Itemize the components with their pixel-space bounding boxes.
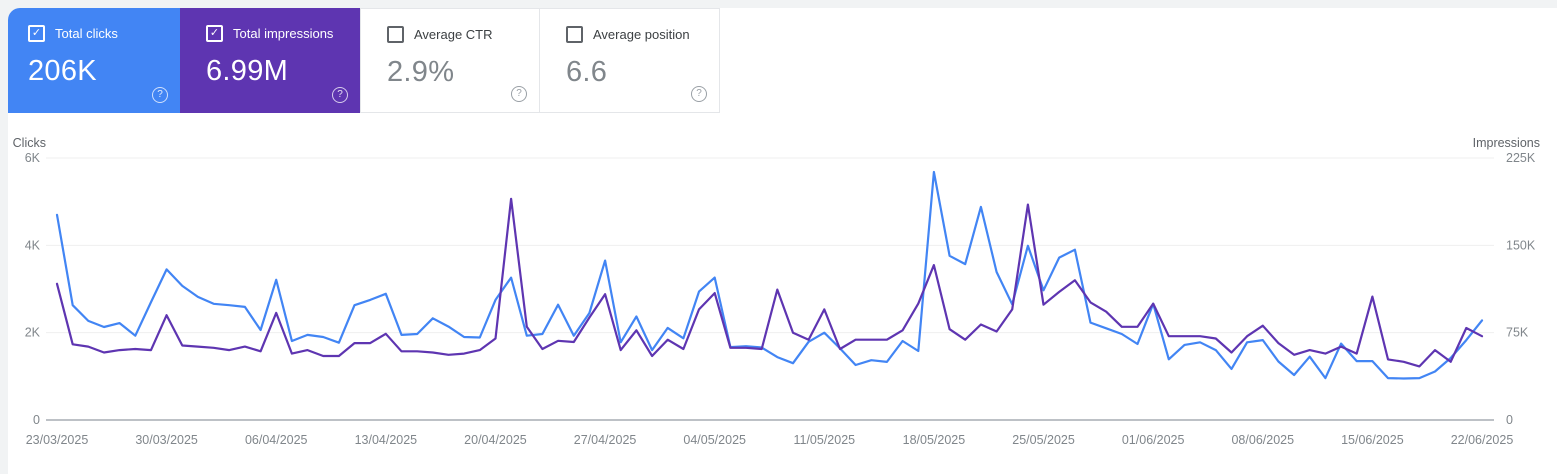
- help-icon[interactable]: ?: [332, 87, 348, 103]
- clicks-line: [55, 170, 1484, 380]
- total-impressions-checkbox[interactable]: [206, 25, 223, 42]
- x-axis-label: 15/06/2025: [1341, 433, 1404, 447]
- metric-value: 6.99M: [206, 55, 289, 87]
- card-header: Total clicks: [28, 25, 180, 42]
- card-header: Average CTR: [387, 26, 539, 43]
- metric-card-total-impressions[interactable]: Total impressions 6.99M ?: [180, 8, 360, 113]
- average-position-checkbox[interactable]: [566, 26, 583, 43]
- x-axis-label: 22/06/2025: [1451, 433, 1514, 447]
- metric-value: 6.6: [566, 56, 608, 88]
- x-axis-label: 06/04/2025: [245, 433, 308, 447]
- impressions-axis-tick: 225K: [1506, 151, 1536, 165]
- clicks-axis-tick: 4K: [25, 238, 41, 252]
- x-axis-label: 18/05/2025: [903, 433, 966, 447]
- metric-value: 2.9%: [387, 56, 455, 88]
- x-axis-label: 13/04/2025: [355, 433, 418, 447]
- average-ctr-checkbox[interactable]: [387, 26, 404, 43]
- x-axis-label: 23/03/2025: [26, 433, 89, 447]
- x-axis-label: 08/06/2025: [1231, 433, 1294, 447]
- x-axis-label: 25/05/2025: [1012, 433, 1075, 447]
- impressions-axis-title: Impressions: [1472, 136, 1540, 150]
- metric-value: 206K: [28, 55, 97, 87]
- metric-card-average-ctr[interactable]: Average CTR 2.9% ?: [360, 8, 540, 113]
- x-axis-label: 11/05/2025: [793, 433, 855, 447]
- clicks-axis-tick: 0: [33, 413, 40, 427]
- x-axis-label: 04/05/2025: [683, 433, 746, 447]
- x-axis-label: 01/06/2025: [1122, 433, 1185, 447]
- x-axis-label: 30/03/2025: [135, 433, 198, 447]
- x-axis-label: 27/04/2025: [574, 433, 637, 447]
- metric-label: Total clicks: [55, 26, 118, 41]
- clicks-axis-title: Clicks: [12, 136, 46, 150]
- metric-label: Total impressions: [233, 26, 334, 41]
- clicks-axis-tick: 2K: [25, 326, 41, 340]
- impressions-line: [55, 197, 1484, 368]
- clicks-axis-tick: 6K: [25, 151, 41, 165]
- metric-label: Average position: [593, 27, 690, 42]
- impressions-axis-tick: 75K: [1506, 326, 1529, 340]
- metric-card-total-clicks[interactable]: Total clicks 206K ?: [8, 8, 180, 113]
- metric-cards-row: Total clicks 206K ? Total impressions 6.…: [8, 8, 720, 113]
- x-axis-label: 20/04/2025: [464, 433, 527, 447]
- impressions-axis-tick: 0: [1506, 413, 1513, 427]
- impressions-axis-tick: 150K: [1506, 238, 1536, 252]
- help-icon[interactable]: ?: [511, 86, 527, 102]
- help-icon[interactable]: ?: [152, 87, 168, 103]
- card-header: Average position: [566, 26, 719, 43]
- metric-label: Average CTR: [414, 27, 493, 42]
- metric-card-average-position[interactable]: Average position 6.6 ?: [540, 8, 720, 113]
- total-clicks-checkbox[interactable]: [28, 25, 45, 42]
- help-icon[interactable]: ?: [691, 86, 707, 102]
- card-header: Total impressions: [206, 25, 360, 42]
